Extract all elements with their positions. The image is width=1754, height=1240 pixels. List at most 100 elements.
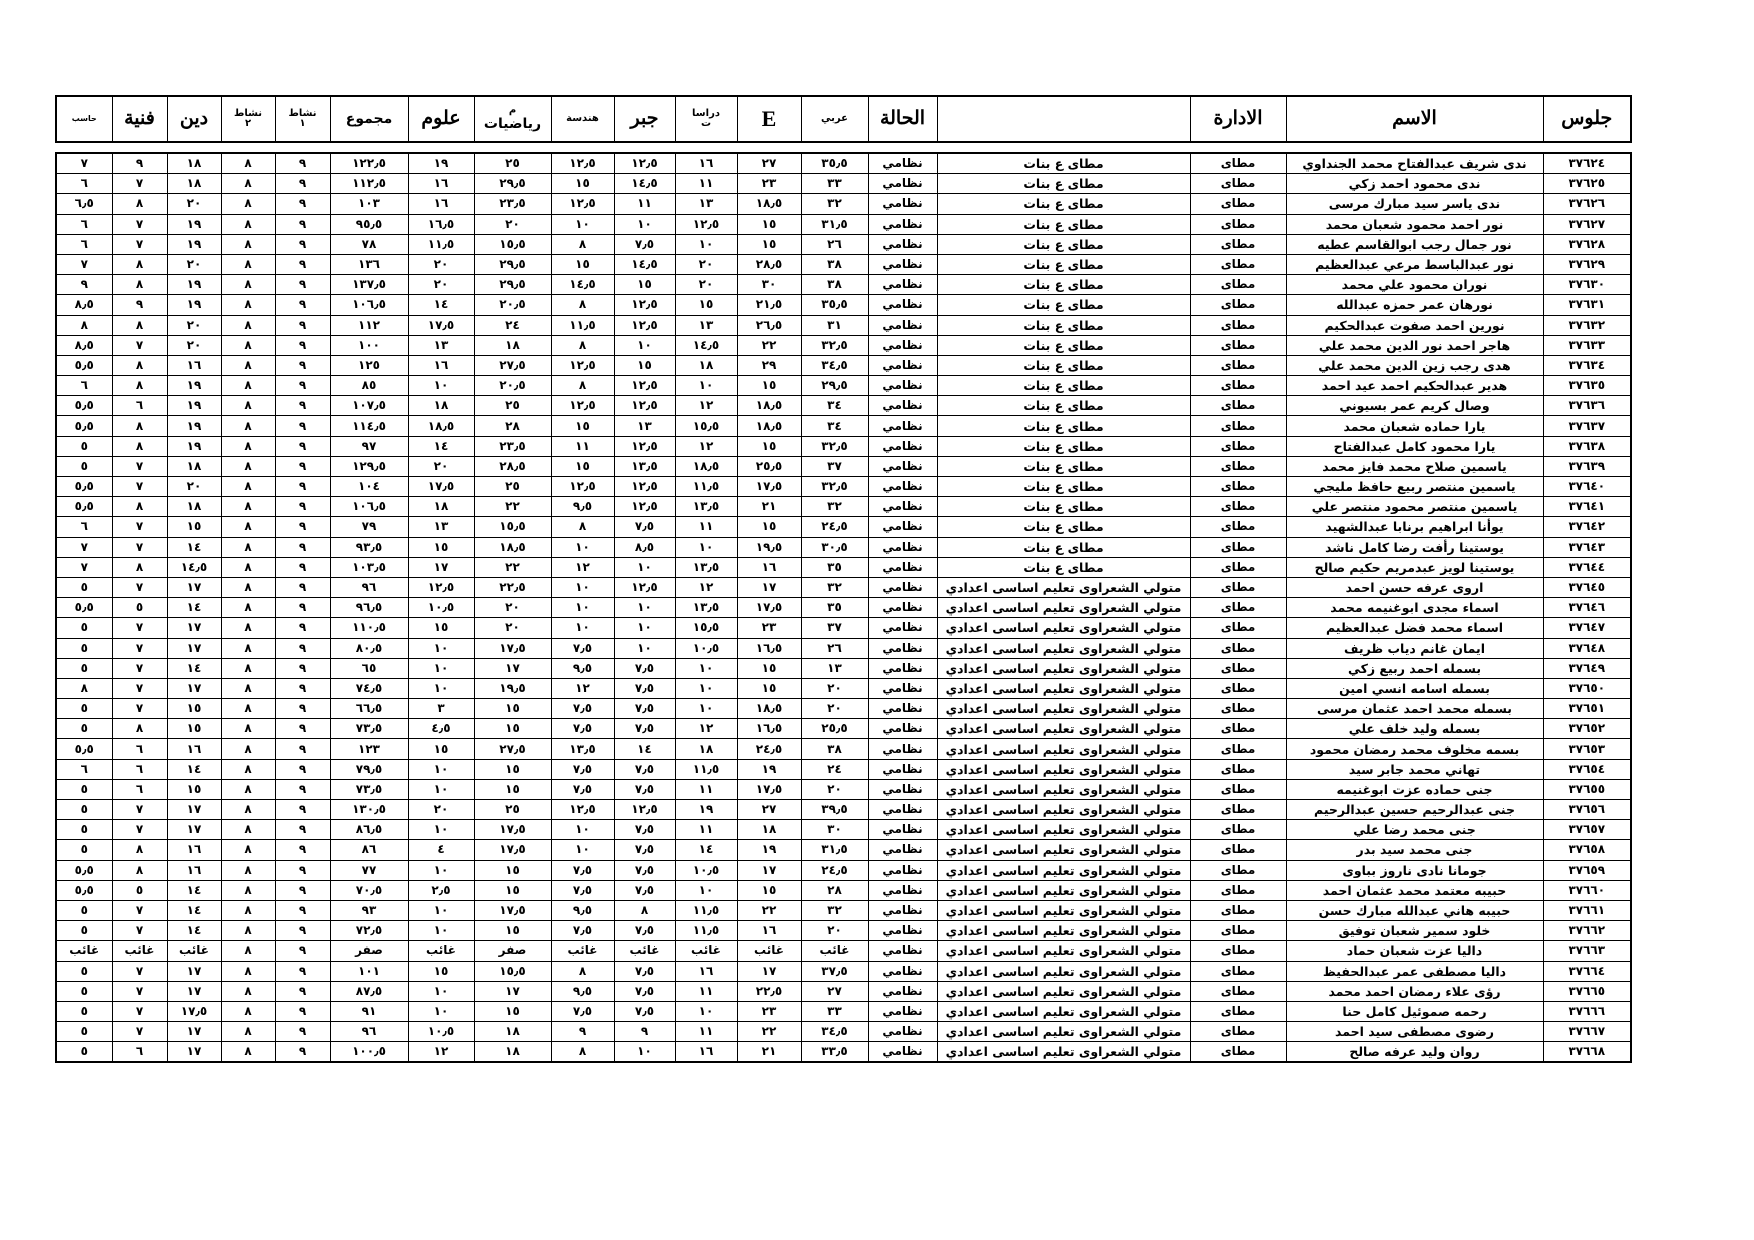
- geometry-cell: ١٢٫٥: [550, 152, 615, 175]
- seat-number-cell: ٣٧٦٢٩: [1542, 253, 1632, 276]
- algebra-cell: ١٢٫٥: [613, 475, 676, 498]
- art-cell: ٧: [111, 213, 168, 235]
- english-cell: ٢٢: [736, 899, 802, 922]
- arabic-cell: ٣٨: [800, 274, 869, 296]
- arabic-cell: ٢٤٫٥: [800, 859, 869, 881]
- arabic-cell: ٣٤: [800, 415, 869, 437]
- math-cell: ١٥٫٥: [473, 233, 552, 255]
- activity-2-cell: ٨: [220, 475, 276, 498]
- status-cell: نظامي: [867, 940, 938, 962]
- arabic-cell: ٢٦: [800, 233, 869, 255]
- activity-2-cell: ٨: [220, 738, 276, 760]
- table-row: ٣٧٦٥٢ بسمله وليد خلف علي مطاى متولي الشعراو…: [55, 718, 1632, 740]
- religion-cell: ١٨: [166, 455, 222, 478]
- school-cell: مطاى ع بنات: [936, 253, 1191, 276]
- social-studies-cell: ١١: [674, 1021, 738, 1043]
- header-admin: الادارة: [1189, 95, 1287, 143]
- admin-cell: مطاى: [1189, 334, 1287, 356]
- table-row: ٣٧٦٢٨ نور جمال رجب ابوالقاسم عطيه مطاى مطاى…: [55, 233, 1632, 255]
- math-cell: ٢٠: [473, 213, 552, 235]
- english-cell: ١٦: [736, 556, 802, 578]
- total-cell: ٨٠٫٥: [329, 637, 409, 659]
- total-cell: صفر: [329, 940, 409, 962]
- religion-cell: ١٦: [166, 839, 222, 861]
- student-name-cell: ندى ياسر سيد مبارك مرسى: [1285, 193, 1544, 215]
- header-activity-2: نشاط ٢: [220, 95, 276, 143]
- activity-2-cell: ٨: [220, 294, 276, 316]
- science-cell: غائب: [407, 940, 475, 962]
- math-cell: ١٥٫٥: [473, 960, 552, 982]
- religion-cell: ١٧: [166, 980, 222, 1002]
- activity-2-cell: ٨: [220, 859, 276, 881]
- religion-cell: ١٩: [166, 294, 222, 316]
- table-row: ٣٧٦٦٨ روان وليد عرفه صالح مطاى متولي الشعرا…: [55, 1041, 1632, 1063]
- total-cell: ١٢٩٫٥: [329, 455, 409, 478]
- admin-cell: مطاى: [1189, 798, 1287, 821]
- geometry-cell: ١٠: [550, 617, 615, 639]
- school-cell: متولي الشعراوى تعليم اساسى اعدادي: [936, 576, 1191, 599]
- geometry-cell: ٨: [550, 516, 615, 538]
- school-cell: مطاى ع بنات: [936, 435, 1191, 457]
- table-row: ٣٧٦٣١ نورهان عمر حمزه عبدالله مطاى مطاى ع ب…: [55, 294, 1632, 316]
- status-cell: نظامي: [867, 354, 938, 377]
- science-cell: ١٧: [407, 556, 475, 578]
- math-cell: ١٨٫٥: [473, 536, 552, 558]
- computer-cell: ٧: [55, 556, 113, 578]
- school-cell: متولي الشعراوى تعليم اساسى اعدادي: [936, 879, 1191, 901]
- religion-cell: ١٨: [166, 496, 222, 518]
- total-cell: ٩٦: [329, 1021, 409, 1043]
- geometry-cell: ١٢: [550, 556, 615, 578]
- seat-number-cell: ٣٧٦٣٩: [1542, 455, 1632, 478]
- math-cell: ٢٢: [473, 496, 552, 518]
- activity-2-cell: ٨: [220, 536, 276, 558]
- math-cell: ٢٣٫٥: [473, 193, 552, 215]
- school-cell: متولي الشعراوى تعليم اساسى اعدادي: [936, 798, 1191, 821]
- total-cell: ١٢٢٫٥: [329, 152, 409, 175]
- religion-cell: ١٦: [166, 738, 222, 760]
- total-cell: ١٠١: [329, 960, 409, 982]
- seat-number-cell: ٣٧٦٥٠: [1542, 677, 1632, 700]
- art-cell: ٦: [111, 758, 168, 780]
- computer-cell: ٥٫٥: [55, 395, 113, 417]
- admin-cell: مطاى: [1189, 233, 1287, 255]
- school-cell: متولي الشعراوى تعليم اساسى اعدادي: [936, 677, 1191, 700]
- activity-1-cell: ٩: [274, 274, 331, 296]
- art-cell: ٦: [111, 778, 168, 801]
- student-name-cell: وصال كريم عمر بسيوني: [1285, 395, 1544, 417]
- art-cell: ٨: [111, 314, 168, 336]
- student-name-cell: داليا عزت شعبان حماد: [1285, 940, 1544, 962]
- arabic-cell: ٢٨: [800, 879, 869, 901]
- arabic-cell: ٣٢: [800, 193, 869, 215]
- social-studies-cell: ١٤٫٥: [674, 334, 738, 356]
- activity-1-cell: ٩: [274, 475, 331, 498]
- algebra-cell: ١٥: [613, 274, 676, 296]
- science-cell: ١٧٫٥: [407, 475, 475, 498]
- table-row: ٣٧٦٤٠ ياسمين منتصر ربيع حافظ مليجي مطاى مطا…: [55, 475, 1632, 498]
- activity-1-cell: ٩: [274, 213, 331, 235]
- activity-2-cell: ٨: [220, 415, 276, 437]
- activity-1-cell: ٩: [274, 253, 331, 276]
- art-cell: ٧: [111, 698, 168, 720]
- admin-cell: مطاى: [1189, 253, 1287, 276]
- algebra-cell: ٧٫٥: [613, 819, 676, 841]
- social-studies-cell: ١١٫٥: [674, 920, 738, 942]
- student-name-cell: نورهان عمر حمزه عبدالله: [1285, 294, 1544, 316]
- math-cell: ١٥: [473, 1000, 552, 1023]
- math-cell: ٢٨٫٥: [473, 455, 552, 478]
- social-studies-cell: ١٦: [674, 1041, 738, 1063]
- art-cell: ٧: [111, 455, 168, 478]
- english-cell: ١٩: [736, 839, 802, 861]
- arabic-cell: غائب: [800, 940, 869, 962]
- religion-cell: غائب: [166, 940, 222, 962]
- algebra-cell: ١٢٫٥: [613, 395, 676, 417]
- science-cell: ١٠٫٥: [407, 1021, 475, 1043]
- seat-number-cell: ٣٧٦٥٦: [1542, 798, 1632, 821]
- geometry-cell: ١٥: [550, 455, 615, 478]
- activity-2-cell: ٨: [220, 1021, 276, 1043]
- total-cell: ١٠٤: [329, 475, 409, 498]
- religion-cell: ١٧: [166, 617, 222, 639]
- social-studies-cell: ١٣٫٥: [674, 597, 738, 619]
- geometry-cell: ٧٫٥: [550, 920, 615, 942]
- computer-cell: ٥٫٥: [55, 859, 113, 881]
- student-name-cell: ياسمين صلاح محمد فايز محمد: [1285, 455, 1544, 478]
